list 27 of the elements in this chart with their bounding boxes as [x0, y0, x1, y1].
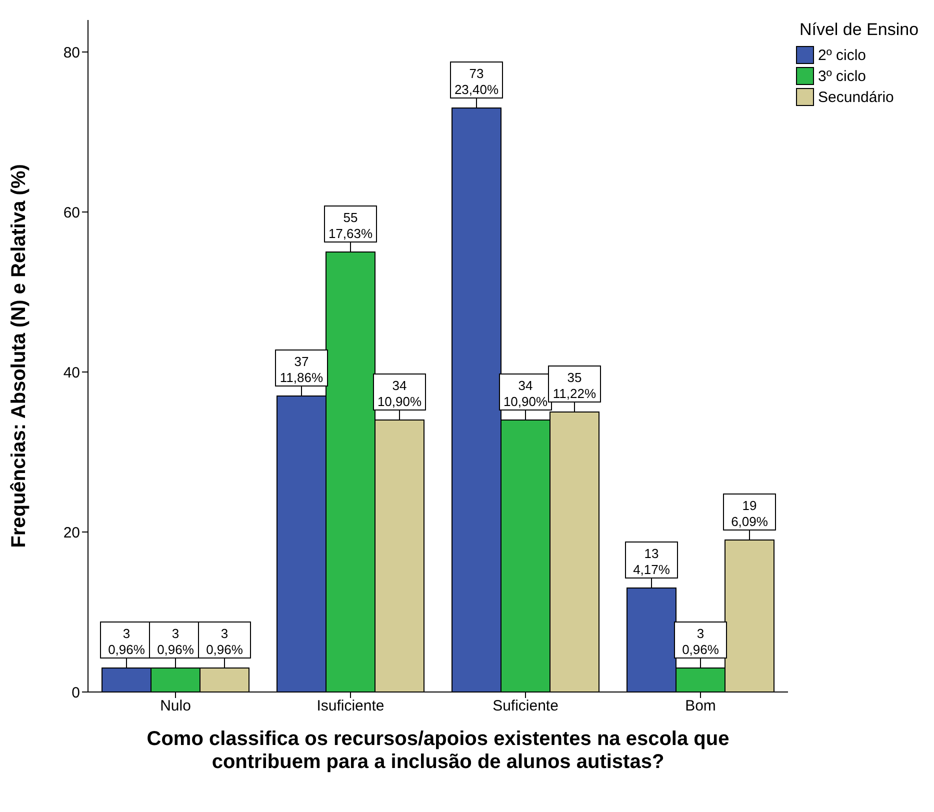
y-tick-label: 20: [63, 524, 80, 542]
data-label: 55 17,63%: [328, 210, 373, 241]
data-label: 34 10,90%: [377, 378, 422, 409]
x-tick-label: Bom: [685, 698, 716, 715]
data-label: 3 0,96%: [157, 626, 194, 657]
data-label: 73 23,40%: [454, 66, 499, 97]
data-label: 3 0,96%: [206, 626, 244, 657]
legend-label: 3º ciclo: [818, 68, 866, 84]
data-label: 3 0,96%: [108, 626, 146, 657]
x-tick-label: Suficiente: [492, 698, 558, 715]
data-label: 19 6,09%: [731, 498, 768, 529]
data-label: 37 11,86%: [280, 354, 324, 385]
data-label: 35 11,22%: [552, 370, 596, 401]
y-tick-label: 60: [63, 204, 80, 222]
x-tick-label: Isuficiente: [316, 698, 384, 715]
y-tick-label: 80: [63, 44, 80, 62]
legend-label: Secundário: [818, 88, 894, 106]
legend-title: Nível de Ensino: [798, 20, 920, 40]
x-axis-title: Como classifica os recursos/apoios existentes na escola que contribuem para a inclusão de alunos autistas?: [146, 728, 730, 774]
data-label: 34 10,90%: [503, 378, 548, 409]
legend-label: 2º ciclo: [818, 46, 866, 64]
y-tick-label: 40: [63, 364, 80, 382]
y-tick-label: 0: [72, 684, 80, 702]
data-label: 13 4,17%: [633, 546, 670, 577]
x-tick-label: Nulo: [160, 698, 191, 715]
data-label: 3 0,96%: [682, 626, 720, 657]
y-axis-title: Frequências: Absoluta (N) e Relativa (%): [8, 164, 30, 548]
